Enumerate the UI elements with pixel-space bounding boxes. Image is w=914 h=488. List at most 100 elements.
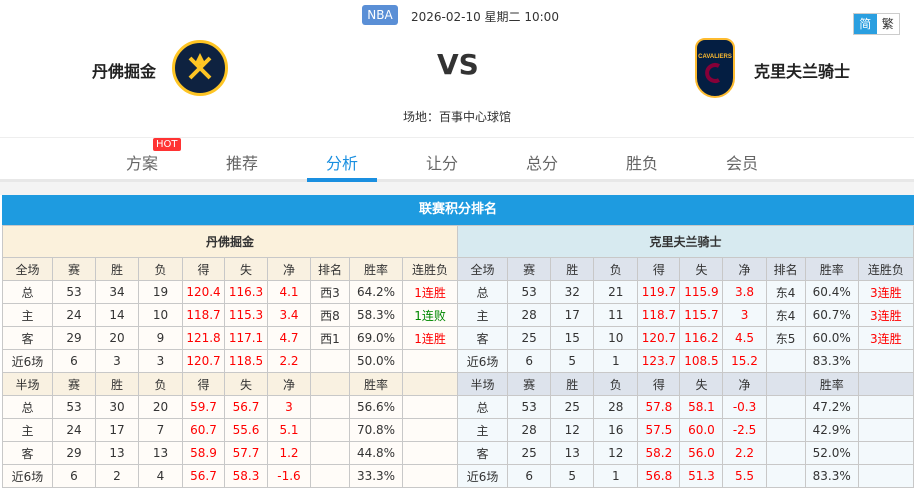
tab-analysis[interactable]: 分析 [325,154,358,173]
column-header: 负 [138,257,183,281]
tab-moneyline[interactable]: 胜负 [625,154,658,173]
column-header: 赛 [52,257,96,281]
table-cell: 117.1 [224,326,268,350]
table-cell: 56.0 [679,441,724,465]
table-cell: 7 [138,418,183,442]
table-cell: 17 [550,303,595,327]
table-cell: 1连胜 [401,280,459,304]
table-cell: 29 [52,326,96,350]
table-cell: 115.7 [679,303,724,327]
table-cell: 119.7 [637,280,681,304]
table-cell: 12 [593,441,639,465]
table-cell: 15 [550,326,595,350]
table-cell: 3.4 [267,303,311,327]
header-row: 半场赛胜负得失净 胜率 [2,372,459,396]
table-cell [310,441,350,465]
column-header [310,372,350,396]
table-cell: 60.0 [679,418,724,442]
table-cell: 121.8 [182,326,225,350]
column-header: 负 [593,257,639,281]
column-header: 净 [267,257,311,281]
column-header: 失 [679,257,724,281]
home-team-name: 丹佛掘金 [92,62,157,81]
table-cell [857,441,914,465]
table-cell: 16 [593,418,639,442]
table-cell: 58.3 [224,464,268,488]
table-cell: 客 [2,441,53,465]
table-cell: 2.2 [722,441,767,465]
table-cell: 30 [95,395,139,419]
table-cell: 总 [456,395,509,419]
table-cell: 4.5 [722,326,767,350]
table-cell: 33.3% [349,464,403,488]
table-cell [857,418,914,442]
table-cell: 58.2 [637,441,681,465]
column-header: 排名 [310,257,350,281]
column-header [765,372,806,396]
table-cell: 10 [138,303,183,327]
tab-recommend[interactable]: 推荐 [225,154,258,173]
table-cell: 70.8% [349,418,403,442]
away-standings-table: 克里夫兰骑士 全场赛胜负得失净排名 胜率 连胜负总 53 32 21 119.7 115.9 3.… [456,225,914,488]
table-cell: 3连胜 [857,280,914,304]
match-datetime: 2026-02-10 星期二 10:00 [411,10,559,24]
table-cell: 19 [138,280,183,304]
table-cell [401,349,459,373]
table-cell: 主 [2,303,53,327]
table-cell: 24 [52,418,96,442]
language-toggle[interactable]: 简 繁 [853,13,900,35]
table-cell: 51.3 [679,464,724,488]
table-cell: 115.9 [679,280,724,304]
simplified-button[interactable]: 简 [854,14,877,34]
column-header: 赛 [507,257,552,281]
table-cell: -1.6 [267,464,311,488]
table-cell: 53 [507,280,552,304]
table-cell: 15.2 [722,349,767,373]
table-cell: 5 [550,464,595,488]
table-cell: 57.5 [637,418,681,442]
active-tab-indicator [307,178,377,182]
column-header: 净 [722,257,767,281]
table-cell: 6 [52,464,96,488]
table-cell: 118.5 [224,349,268,373]
header-row: 全场赛胜负得失净排名 胜率 连胜负 [456,257,914,281]
table-row: 近6场 6 5 1 56.8 51.3 5.5 83.3% [456,464,914,488]
tab-spread[interactable]: 让分 [425,154,458,173]
table-cell: 108.5 [679,349,724,373]
tab-bar: 方案 推荐 分析 让分 总分 胜负 会员 [0,138,914,182]
table-cell: 近6场 [2,464,53,488]
table-cell: 24 [52,303,96,327]
column-header: 负 [593,372,639,396]
column-header: 胜率 [349,257,403,281]
column-header: 负 [138,372,183,396]
traditional-button[interactable]: 繁 [881,17,894,31]
table-cell: 56.6% [349,395,403,419]
table-cell: 13 [550,441,595,465]
section-title: 联赛积分排名 [2,195,914,225]
table-cell: 60.0% [804,326,859,350]
table-cell [310,395,350,419]
table-cell: 12 [550,418,595,442]
column-header [857,372,914,396]
nuggets-logo [172,40,228,96]
table-cell: 6 [52,349,96,373]
tab-plan[interactable]: 方案 [125,154,158,173]
tab-total[interactable]: 总分 [525,154,558,173]
table-cell: 28 [507,418,552,442]
tab-member[interactable]: 会员 [725,154,758,173]
table-cell: 近6场 [456,464,509,488]
table-cell: 总 [2,280,53,304]
column-header: 胜 [95,372,139,396]
table-cell: 69.0% [349,326,403,350]
table-cell: 64.2% [349,280,403,304]
column-header: 胜率 [804,257,859,281]
table-cell: 17 [95,418,139,442]
table-cell: 2 [95,464,139,488]
table-cell: 1 [593,349,639,373]
table-cell: 60.7% [804,303,859,327]
league-badge[interactable]: NBA [362,5,398,25]
column-header: 得 [637,372,681,396]
table-cell: 32 [550,280,595,304]
table-cell: 56.8 [637,464,681,488]
table-row: 主 28 12 16 57.5 60.0 -2.5 42.9% [456,418,914,442]
